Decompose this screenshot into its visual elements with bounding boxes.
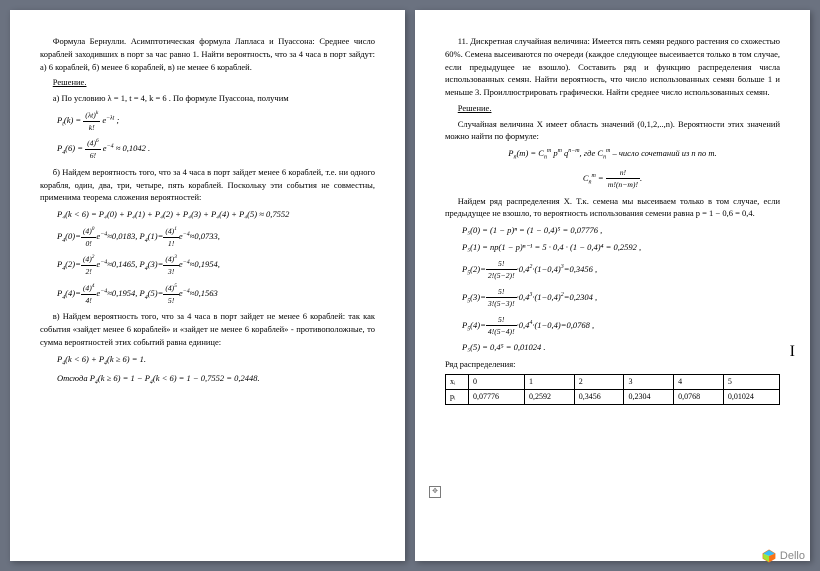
- table-cell: xᵢ: [446, 374, 469, 389]
- table-cell: 5: [723, 374, 779, 389]
- formula-p52: P5(2)=5!2!(5−2)!·0,42·(1−0,4)3=0,3456 ,: [462, 258, 780, 282]
- table-cell: 0,01024: [723, 389, 779, 404]
- formula-cn: Cnm = n!m!(n−m)!.: [445, 167, 780, 191]
- table-cell: 0,0768: [674, 389, 724, 404]
- formula-pt: Pt(k) = (λt)kk! e−λt ;: [57, 109, 375, 134]
- task-11: 11. Дискретная случайная величина: Имеет…: [445, 35, 780, 99]
- table-row: pᵢ 0,07776 0,2592 0,3456 0,2304 0,0768 0…: [446, 389, 780, 404]
- table-cell: 0,2592: [525, 389, 575, 404]
- row-label: Ряд распределения:: [445, 358, 780, 371]
- table-cell: 0,2304: [624, 389, 674, 404]
- page-right: 11. Дискретная случайная величина: Имеет…: [415, 10, 810, 561]
- table-cell: 2: [574, 374, 624, 389]
- formula-p55: P₅(5) = 0,4⁵ = 0,01024 .: [462, 341, 780, 354]
- line-x: Случайная величина X имеет область значе…: [445, 118, 780, 144]
- formula-p51: P₅(1) = np(1 − p)ⁿ⁻¹ = 5 · 0,4 · (1 − 0,…: [462, 241, 780, 254]
- table-cell: 0: [468, 374, 524, 389]
- table-cell: pᵢ: [446, 389, 469, 404]
- formula-p53: P5(3)=5!3!(5−3)!·0,43·(1−0,4)2=0,2304 ,: [462, 286, 780, 310]
- text-cursor-icon: I: [790, 340, 795, 364]
- formula-pn: Pn(m) = Cnm pm qn−m, где Cnm – число соч…: [445, 147, 780, 163]
- distribution-table: xᵢ 0 1 2 3 4 5 pᵢ 0,07776 0,2592 0,3456 …: [445, 374, 780, 405]
- table-cell: 3: [624, 374, 674, 389]
- watermark: Dello: [762, 549, 805, 563]
- watermark-logo-icon: [762, 549, 776, 563]
- formula-ans: Отсюда P4(k ≥ 6) = 1 − P4(k < 6) = 1 − 0…: [57, 372, 375, 388]
- line-c: в) Найдем вероятность того, что за 4 час…: [40, 310, 375, 348]
- solution-heading: Решение.: [40, 76, 375, 89]
- formula-p50: P₅(0) = (1 − p)ⁿ = (1 − 0,4)⁵ = 0,07776 …: [462, 224, 780, 237]
- table-cell: 0,3456: [574, 389, 624, 404]
- formula-p54: P5(4)=5!4!(5−4)!·0,44·(1−0,4)=0,0768 ,: [462, 314, 780, 338]
- table-cell: 0,07776: [468, 389, 524, 404]
- table-cell: 1: [525, 374, 575, 389]
- watermark-text: Dello: [780, 550, 805, 562]
- line-a: а) По условию λ = 1, t = 4, k = 6 . По ф…: [40, 92, 375, 105]
- formula-p6: P4(6) = (4)66! e−4 ≈ 0,1042 .: [57, 137, 375, 162]
- table-row: xᵢ 0 1 2 3 4 5: [446, 374, 780, 389]
- intro-text: Формула Бернулли. Асимптотическая формул…: [40, 35, 375, 73]
- formula-opp: P4(k < 6) + P4(k ≥ 6) = 1.: [57, 353, 375, 369]
- formula-p23: P4(2)=(4)22!e−4≈0,1465, P4(3)=(4)33!e−4≈…: [57, 253, 375, 278]
- line-dist: Найдем ряд распределения X. Т.к. семена …: [445, 195, 780, 221]
- solution-heading-2: Решение.: [445, 102, 780, 115]
- line-b: б) Найдем вероятность того, что за 4 час…: [40, 166, 375, 204]
- formula-sum: P₄(k < 6) = P₄(0) + P₄(1) + P₄(2) + P₄(3…: [57, 208, 375, 221]
- formula-p01: P4(0)=(4)00!e−4≈0,0183, P4(1)=(4)11!e−4≈…: [57, 225, 375, 250]
- table-move-handle-icon[interactable]: ✥: [429, 486, 441, 498]
- page-left: Формула Бернулли. Асимптотическая формул…: [10, 10, 405, 561]
- table-cell: 4: [674, 374, 724, 389]
- formula-p45: P4(4)=(4)44!e−4≈0,1954, P4(5)=(4)55!e−4≈…: [57, 282, 375, 307]
